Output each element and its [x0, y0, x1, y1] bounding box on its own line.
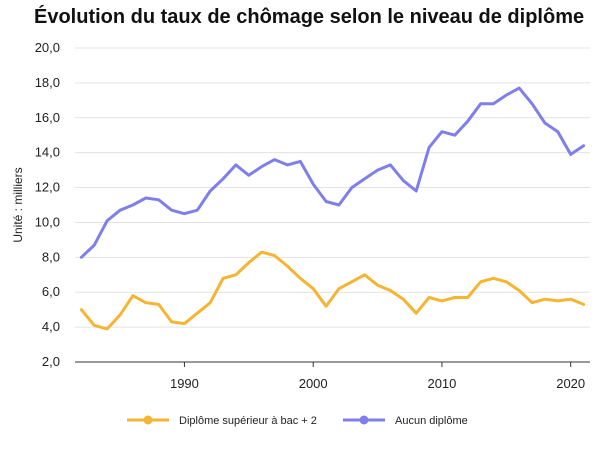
legend-label: Aucun diplôme [395, 415, 468, 427]
y-tick-label: 4,0 [42, 319, 60, 334]
y-tick-label: 18,0 [35, 75, 60, 90]
y-tick-label: 10,0 [35, 214, 60, 229]
y-tick-label: 14,0 [35, 145, 60, 160]
x-tick-label: 2020 [556, 376, 585, 391]
y-tick-label: 20,0 [35, 40, 60, 55]
chart-title: Évolution du taux de chômage selon le ni… [34, 6, 585, 28]
series-line-1 [79, 250, 586, 331]
y-tick-label: 2,0 [42, 354, 60, 369]
legend-label: Diplôme supérieur à bac + 2 [179, 415, 317, 427]
x-tick-label: 2000 [299, 376, 328, 391]
legend-marker [143, 415, 153, 425]
y-tick-label: 6,0 [42, 284, 60, 299]
series-line-2 [79, 86, 586, 259]
legend-marker [359, 415, 369, 425]
y-tick-label: 12,0 [35, 180, 60, 195]
y-tick-label: 8,0 [42, 249, 60, 264]
x-tick-label: 1990 [170, 376, 199, 391]
y-tick-label: 16,0 [35, 110, 60, 125]
x-tick-label: 2010 [427, 376, 456, 391]
y-axis-label: Unité : milliers [11, 167, 25, 242]
